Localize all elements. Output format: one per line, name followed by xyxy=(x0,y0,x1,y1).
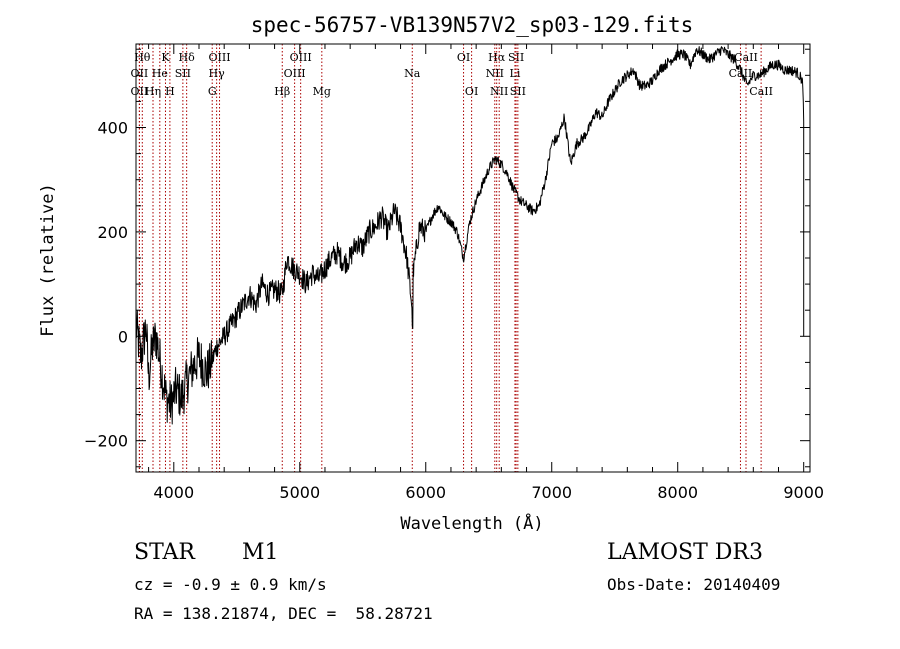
line-label-16: Na xyxy=(404,67,421,80)
x-tick-label-3: 7000 xyxy=(531,483,572,502)
y-tick-label-2: 200 xyxy=(97,223,128,242)
survey-name: LAMOST DR3 xyxy=(607,540,763,565)
line-label-27: CaII xyxy=(749,85,773,98)
line-label-22: Li xyxy=(510,67,521,80)
line-label-9: OIII xyxy=(208,51,230,64)
y-axis-label: Flux (relative) xyxy=(38,183,58,337)
y-tick-label-0: −200 xyxy=(84,432,128,451)
chart-title: spec-56757-VB139N57V2_sp03-129.fits xyxy=(251,13,694,37)
line-label-23: NII xyxy=(490,85,508,98)
ra-dec-coordinates: RA = 138.21874, DEC = 58.28721 xyxy=(134,604,433,623)
spectrum-line xyxy=(135,46,805,425)
object-subclass: M1 xyxy=(242,540,279,565)
line-label-21: NII xyxy=(486,67,504,80)
x-tick-label-2: 6000 xyxy=(405,483,446,502)
x-tick-label-5: 9000 xyxy=(783,483,824,502)
line-label-17: OI xyxy=(457,51,470,64)
line-label-24: SII xyxy=(510,85,526,98)
line-label-4: He xyxy=(152,67,168,80)
line-label-25: CaII xyxy=(734,51,758,64)
line-label-10: Hγ xyxy=(209,67,226,80)
line-label-19: Hα xyxy=(488,51,506,64)
observation-date: Obs-Date: 20140409 xyxy=(607,575,781,594)
line-label-3: K xyxy=(161,51,170,64)
plot-frame xyxy=(135,43,811,473)
redshift-velocity: cz = -0.9 ± 0.9 km/s xyxy=(134,575,327,594)
line-label-14: Hβ xyxy=(274,85,290,98)
line-label-0: Hθ xyxy=(134,51,151,64)
axis-ticks: 4000 5000 6000 7000 8000 9000 −200 0 200 400 xyxy=(84,44,824,502)
line-label-2: OII xyxy=(131,85,149,98)
line-label-15: Mg xyxy=(313,85,331,98)
x-tick-label-1: 5000 xyxy=(279,483,320,502)
x-tick-label-4: 8000 xyxy=(657,483,698,502)
x-axis-label: Wavelength (Å) xyxy=(400,512,543,534)
line-label-5: Hη xyxy=(145,85,161,98)
line-label-8: H xyxy=(165,85,175,98)
line-label-13: OIII xyxy=(284,67,306,80)
object-class: STAR xyxy=(134,540,195,565)
line-label-7: SII xyxy=(175,67,191,80)
line-label-20: SII xyxy=(508,51,524,64)
y-tick-label-1: 0 xyxy=(118,327,128,346)
line-label-11: G xyxy=(208,85,217,98)
x-tick-label-0: 4000 xyxy=(153,483,194,502)
line-label-6: Hδ xyxy=(179,51,196,64)
line-label-12: OIII xyxy=(290,51,312,64)
line-label-18: OI xyxy=(465,85,478,98)
y-tick-label-3: 400 xyxy=(97,119,128,138)
